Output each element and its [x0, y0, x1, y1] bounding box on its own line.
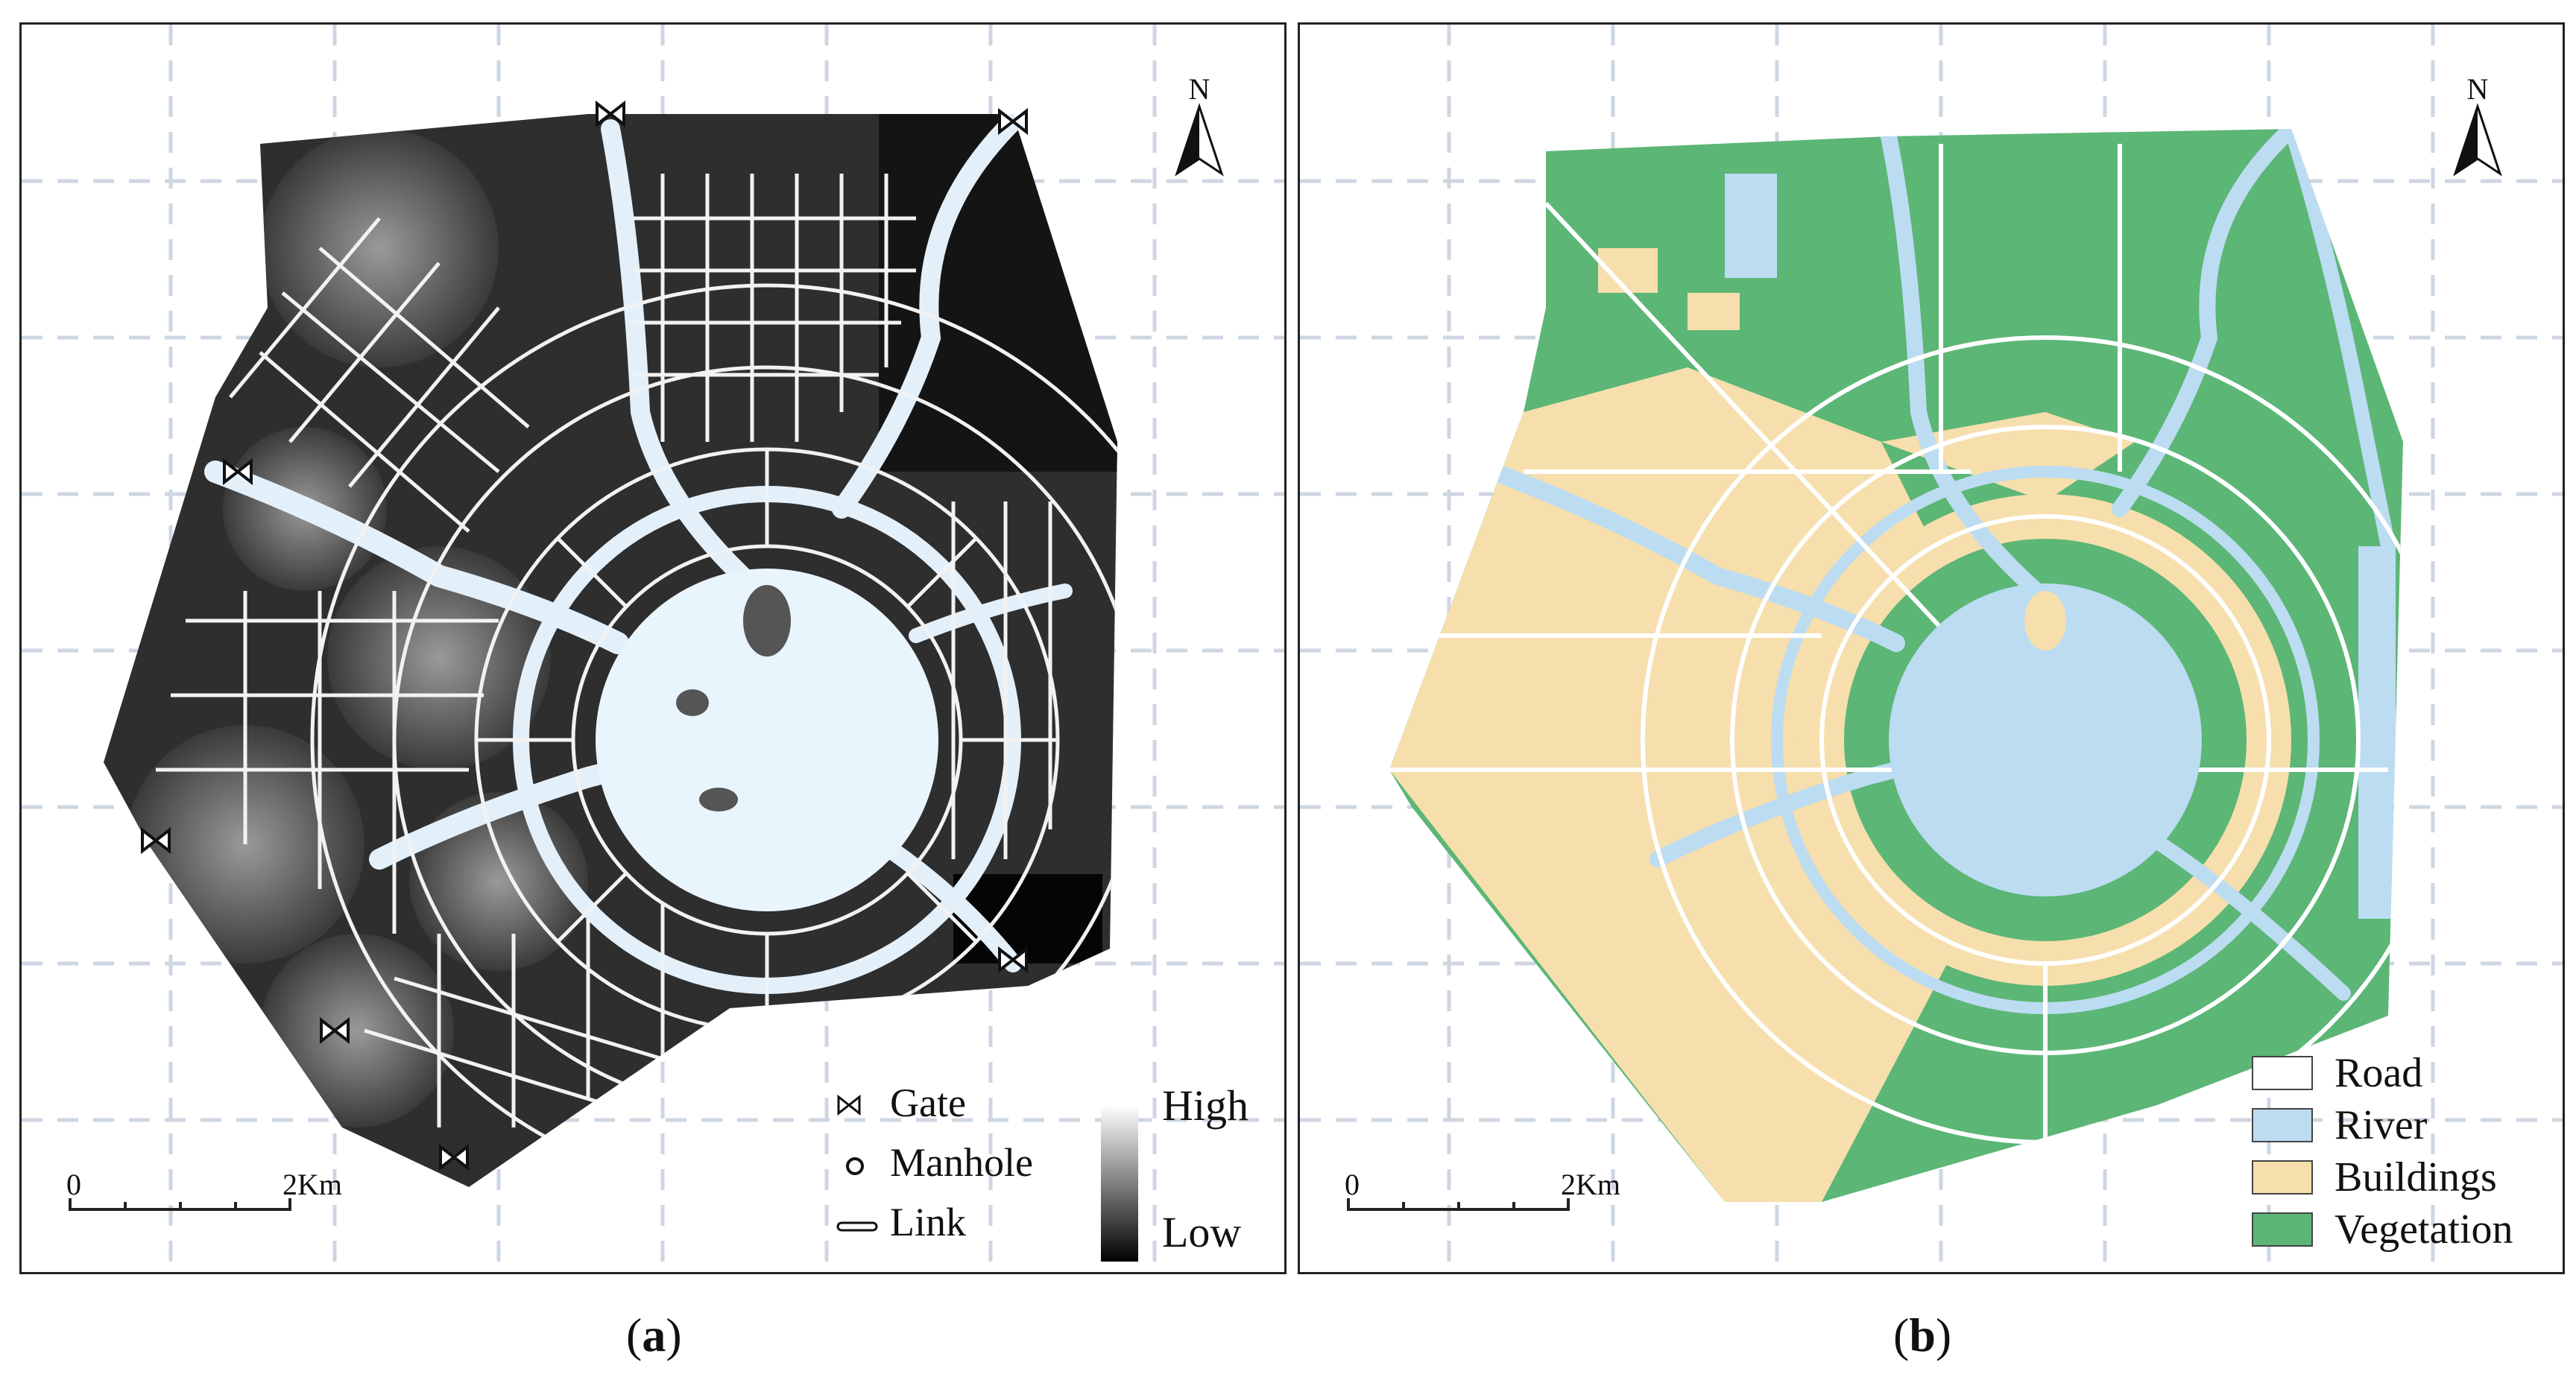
north-arrow-b: N — [2453, 72, 2502, 177]
legend-swatch-buildings — [2252, 1160, 2313, 1195]
legend-buildings-label: Buildings — [2334, 1154, 2497, 1200]
legend-gate-label: Gate — [890, 1080, 966, 1125]
gate-icon — [320, 1016, 350, 1045]
gate-icon — [596, 100, 625, 128]
elevation-ramp — [1101, 1105, 1138, 1262]
gate-icon — [998, 946, 1028, 974]
ramp-high-label: High — [1162, 1081, 1248, 1130]
map-b-canvas: N 0 2Km Road River Buildings — [1300, 25, 2563, 1272]
manhole-icon — [846, 1157, 864, 1175]
north-label: N — [1189, 72, 1210, 106]
map-a-canvas: N 0 2Km Gate Manhole Link — [22, 25, 1284, 1272]
legend-road-label: Road — [2334, 1050, 2422, 1096]
gate-icon — [223, 458, 253, 486]
central-lake-b — [1889, 583, 2202, 896]
legend-swatch-river — [2252, 1108, 2313, 1142]
caption-a-letter: a — [642, 1309, 666, 1361]
scale-start-label: 0 — [66, 1168, 81, 1201]
caption-b: (b) — [1893, 1309, 1952, 1361]
central-lake — [596, 569, 938, 911]
gate-markers — [141, 100, 1028, 1171]
north-arrow-a: N — [1175, 72, 1224, 177]
caption-a: (a) — [626, 1309, 682, 1361]
north-label-b: N — [2467, 72, 2489, 106]
legend-b: Road River Buildings Vegetation — [2252, 1050, 2513, 1253]
scale-bar-b: 0 2Km — [1345, 1168, 1620, 1211]
scale-bar-a: 0 2Km — [66, 1168, 342, 1211]
scale-start-label-b: 0 — [1345, 1168, 1360, 1201]
scale-end-label: 2Km — [282, 1168, 342, 1201]
legend-swatch-road — [2252, 1056, 2313, 1090]
legend-swatch-vegetation — [2252, 1212, 2313, 1247]
link-icon — [836, 1221, 878, 1232]
legend-link-label: Link — [890, 1200, 966, 1244]
legend-manhole-label: Manhole — [890, 1140, 1033, 1185]
legend-a: Gate Manhole Link High Low — [836, 1080, 1248, 1262]
panel-b-landuse-map: N 0 2Km Road River Buildings — [1298, 22, 2565, 1274]
gate-icon — [998, 107, 1028, 136]
scale-end-label-b: 2Km — [1561, 1168, 1620, 1201]
caption-b-letter: b — [1909, 1309, 1936, 1361]
gate-icon — [837, 1094, 861, 1116]
panel-a-elevation-map: N 0 2Km Gate Manhole Link — [19, 22, 1287, 1274]
legend-vegetation-label: Vegetation — [2334, 1206, 2513, 1253]
gate-icon — [141, 826, 171, 855]
gate-icon — [439, 1143, 469, 1171]
legend-river-label: River — [2334, 1102, 2428, 1148]
ramp-low-label: Low — [1162, 1208, 1241, 1256]
elevation-raster — [104, 114, 1117, 1187]
